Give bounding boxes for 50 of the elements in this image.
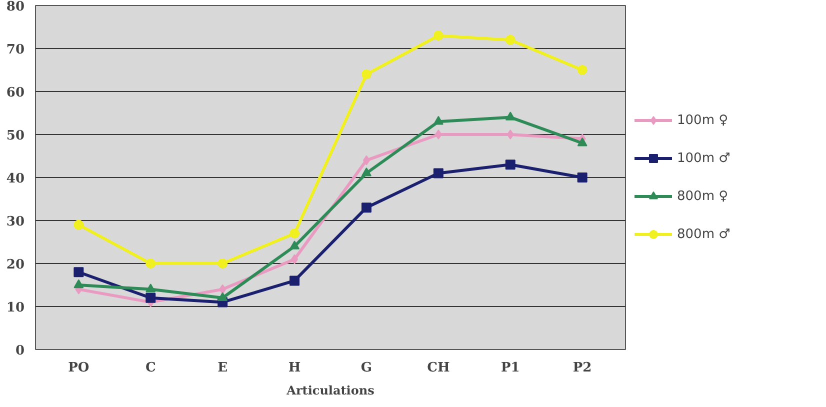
point xyxy=(290,228,300,238)
point xyxy=(361,168,372,176)
x-tick-label: P1 xyxy=(500,360,520,376)
point xyxy=(74,220,84,230)
point xyxy=(219,284,226,294)
legend-label: 800m ♂ xyxy=(677,226,730,242)
x-tick-label: P2 xyxy=(572,360,592,376)
x-tick-label: CH xyxy=(427,360,450,376)
y-tick-label: 40 xyxy=(6,172,25,186)
legend-label: 100m ♀ xyxy=(677,112,728,128)
point xyxy=(290,240,300,250)
point xyxy=(434,130,442,140)
point xyxy=(577,65,588,75)
y-tick-label: 80 xyxy=(6,0,25,14)
point xyxy=(146,258,156,268)
point xyxy=(505,112,516,120)
point xyxy=(361,69,372,80)
y-tick-label: 30 xyxy=(6,214,25,230)
point xyxy=(218,258,228,268)
point xyxy=(505,34,516,45)
point xyxy=(433,116,444,125)
point xyxy=(433,30,444,41)
point xyxy=(290,276,300,286)
point xyxy=(291,254,298,264)
point xyxy=(506,130,514,140)
y-tick-label: 70 xyxy=(6,42,25,58)
point xyxy=(577,172,588,182)
point xyxy=(577,137,588,146)
x-tick-label: PO xyxy=(68,360,90,376)
x-tick-label: G xyxy=(360,360,372,376)
point xyxy=(74,279,84,288)
x-tick-label: H xyxy=(288,360,301,376)
point xyxy=(146,284,156,292)
y-tick-label: 50 xyxy=(6,128,25,144)
point xyxy=(218,292,228,301)
y-tick-label: 0 xyxy=(15,344,24,358)
point xyxy=(146,292,156,303)
x-tick-label: E xyxy=(218,360,228,376)
x-tick-label: C xyxy=(145,360,156,376)
point xyxy=(505,160,516,170)
y-tick-label: 10 xyxy=(6,300,25,316)
x-axis-title: Articulations xyxy=(286,384,375,398)
y-tick-label: 60 xyxy=(6,86,25,100)
legend-label: 800m ♀ xyxy=(677,188,728,204)
point xyxy=(433,168,444,178)
point xyxy=(74,267,84,278)
y-tick-label: 20 xyxy=(6,258,25,272)
point xyxy=(361,202,372,213)
point xyxy=(362,155,370,166)
legend-label: 100m ♂ xyxy=(677,150,730,166)
